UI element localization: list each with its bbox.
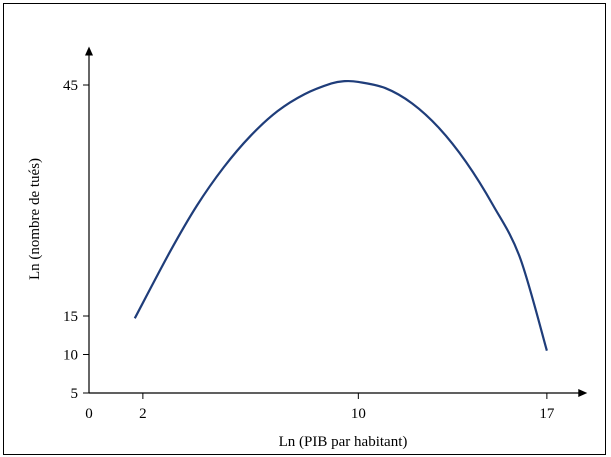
x-axis-arrow [578, 389, 588, 397]
x-tick-label: 0 [85, 406, 93, 422]
x-tick-label: 10 [351, 406, 366, 422]
x-tick-label: 2 [139, 406, 147, 422]
y-axis-arrow [85, 46, 93, 56]
y-axis-label: Ln (nombre de tués) [27, 158, 43, 280]
tick-group: 0 2 10 17 5 10 15 45 [63, 78, 555, 422]
axes [85, 46, 588, 397]
y-tick-label: 5 [71, 386, 79, 402]
chart-frame [3, 3, 606, 455]
series-group [133, 79, 548, 351]
x-axis-label: Ln (PIB par habitant) [279, 434, 408, 450]
series-line [133, 79, 548, 351]
y-tick-label: 45 [63, 78, 78, 94]
x-tick-label: 17 [539, 406, 555, 422]
y-tick-label: 15 [63, 309, 78, 325]
y-tick-label: 10 [63, 348, 78, 364]
